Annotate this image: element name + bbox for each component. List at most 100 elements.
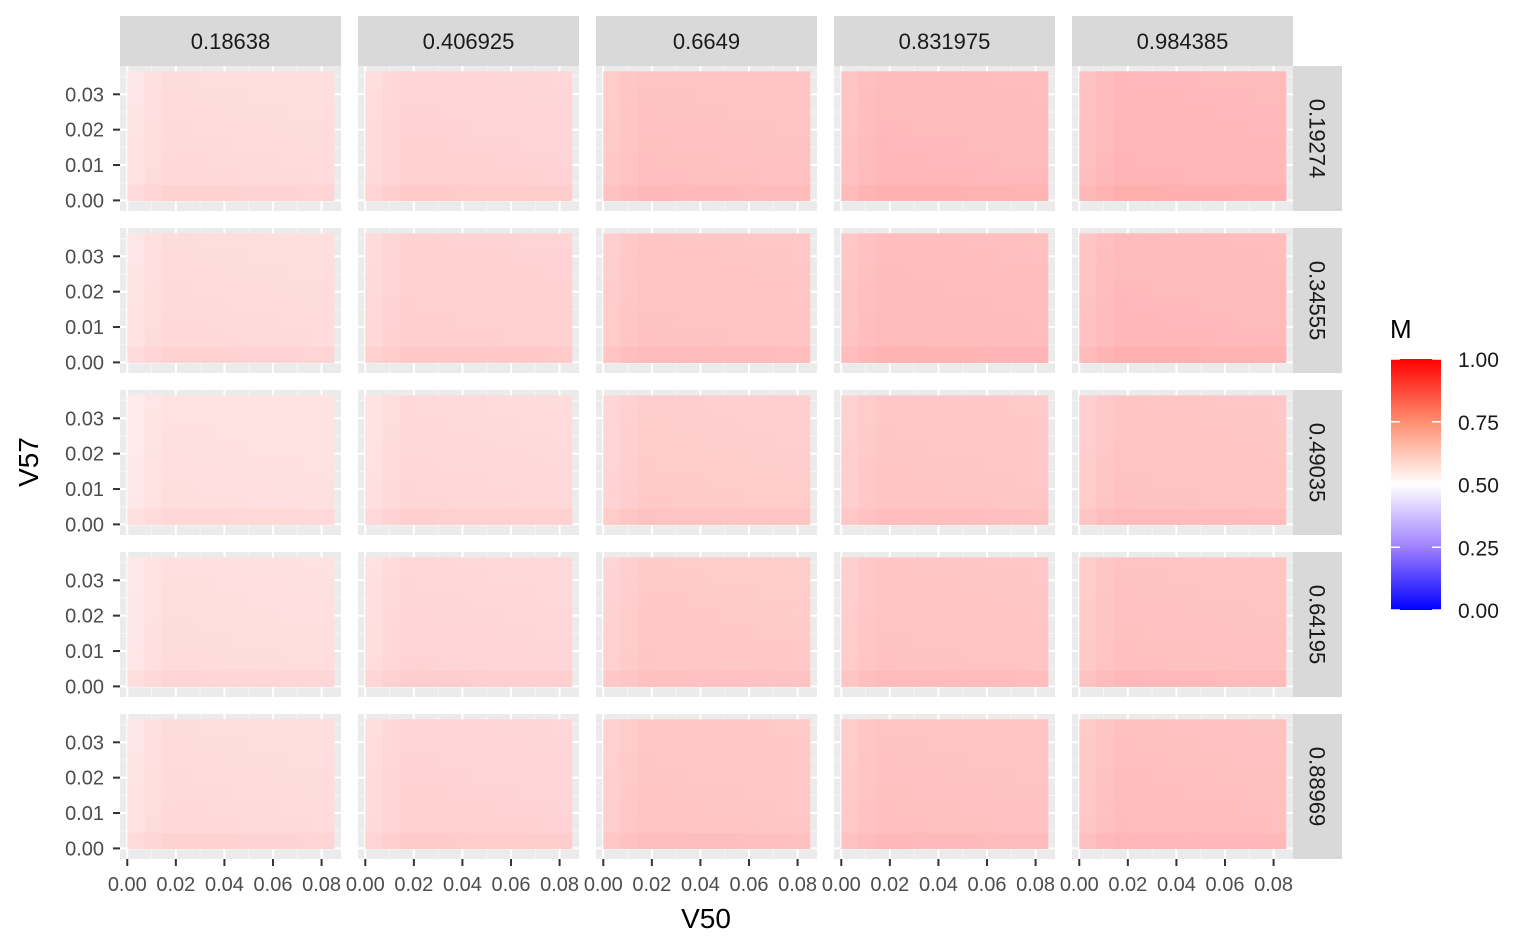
heatmap-tile: [996, 184, 1014, 201]
heatmap-tile: [841, 751, 860, 769]
heatmap-tile: [520, 330, 538, 347]
heatmap-tile: [1079, 573, 1098, 591]
heatmap-tile: [910, 151, 928, 169]
heatmap-tile: [554, 119, 573, 137]
heatmap-tile: [775, 670, 794, 687]
heatmap-tile: [858, 573, 877, 591]
heatmap-tile: [451, 557, 470, 575]
heatmap-tile: [1268, 265, 1287, 283]
heatmap-tile: [1013, 751, 1032, 769]
heatmap-tile: [723, 184, 742, 201]
heatmap-tile: [841, 265, 860, 283]
heatmap-tile: [603, 767, 622, 785]
heatmap-tile: [1165, 621, 1184, 639]
heatmap-tile: [434, 557, 452, 575]
heatmap-tile: [1030, 475, 1049, 493]
heatmap-tile: [1030, 783, 1049, 801]
heatmap-tile: [875, 71, 894, 89]
heatmap-tile: [1113, 168, 1132, 185]
y-tick-label: 0.02: [65, 768, 104, 790]
heatmap-tile: [282, 411, 300, 429]
heatmap-tile: [841, 719, 860, 737]
heatmap-tile: [1096, 346, 1115, 363]
heatmap-tile: [689, 71, 708, 89]
heatmap-tile: [740, 459, 759, 477]
heatmap-tile: [161, 87, 180, 105]
heatmap-tile: [1013, 508, 1032, 525]
heatmap-tile: [537, 119, 556, 137]
heatmap-tile: [858, 605, 877, 623]
heatmap-tile: [1182, 87, 1201, 105]
heatmap-tile: [654, 281, 673, 299]
heatmap-tile: [161, 281, 180, 299]
heatmap-tile: [689, 605, 708, 623]
heatmap-tile: [792, 265, 811, 283]
heatmap-tile: [637, 719, 656, 737]
heatmap-tile: [1216, 767, 1235, 785]
heatmap-tile: [723, 265, 742, 283]
heatmap-tile: [537, 492, 556, 509]
heatmap-tile: [689, 87, 708, 105]
heatmap-tile: [978, 637, 997, 655]
heatmap-tile: [841, 233, 860, 251]
heatmap-tile: [978, 249, 997, 267]
heatmap-tile: [1216, 654, 1235, 671]
heatmap-tile: [603, 135, 622, 153]
heatmap-tile: [264, 71, 283, 89]
heatmap-tile: [892, 605, 911, 623]
heatmap-tile: [841, 87, 860, 105]
heatmap-tile: [230, 233, 249, 251]
heatmap-tile: [944, 151, 963, 169]
heatmap-tile: [316, 751, 335, 769]
heatmap-tile: [196, 395, 214, 413]
heatmap-tile: [451, 799, 470, 817]
facet-panel: [834, 552, 1055, 697]
heatmap-tile: [723, 395, 742, 413]
heatmap-tile: [1216, 346, 1235, 363]
heatmap-tile: [1096, 557, 1115, 575]
heatmap-tile: [961, 427, 980, 445]
heatmap-tile: [1268, 346, 1287, 363]
heatmap-tile: [706, 135, 725, 153]
heatmap-tile: [892, 265, 911, 283]
heatmap-tile: [468, 265, 487, 283]
heatmap-tile: [775, 573, 794, 591]
heatmap-tile: [468, 621, 487, 639]
heatmap-tile: [299, 297, 318, 315]
heatmap-tile: [858, 346, 877, 363]
heatmap-tile: [230, 621, 249, 639]
heatmap-tile: [758, 799, 776, 817]
heatmap-tile: [316, 249, 335, 267]
heatmap-tile: [161, 119, 180, 137]
heatmap-tile: [264, 395, 283, 413]
heatmap-tile: [1148, 330, 1166, 347]
heatmap-tile: [299, 281, 318, 299]
heatmap-tile: [723, 313, 742, 331]
heatmap-tile: [775, 71, 794, 89]
heatmap-tile: [996, 751, 1014, 769]
heatmap-tile: [1268, 330, 1287, 347]
heatmap-tile: [1199, 637, 1218, 655]
heatmap-tile: [654, 395, 673, 413]
heatmap-tile: [706, 411, 725, 429]
heatmap-tile: [399, 719, 418, 737]
heatmap-tile: [603, 71, 622, 89]
heatmap-tile: [247, 751, 266, 769]
heatmap-tile: [247, 654, 266, 671]
heatmap-tile: [520, 71, 538, 89]
heatmap-tile: [892, 783, 911, 801]
heatmap-tile: [603, 799, 622, 817]
heatmap-tile: [603, 151, 622, 169]
heatmap-tile: [603, 589, 622, 607]
heatmap-tile: [316, 637, 335, 655]
heatmap-tile: [792, 346, 811, 363]
heatmap-tile: [740, 427, 759, 445]
heatmap-tile: [144, 605, 163, 623]
heatmap-tile: [637, 735, 656, 753]
heatmap-tile: [264, 135, 283, 153]
heatmap-tile: [247, 621, 266, 639]
heatmap-tile: [365, 395, 384, 413]
heatmap-tile: [944, 783, 963, 801]
heatmap-tile: [468, 346, 487, 363]
heatmap-tile: [1030, 832, 1049, 849]
